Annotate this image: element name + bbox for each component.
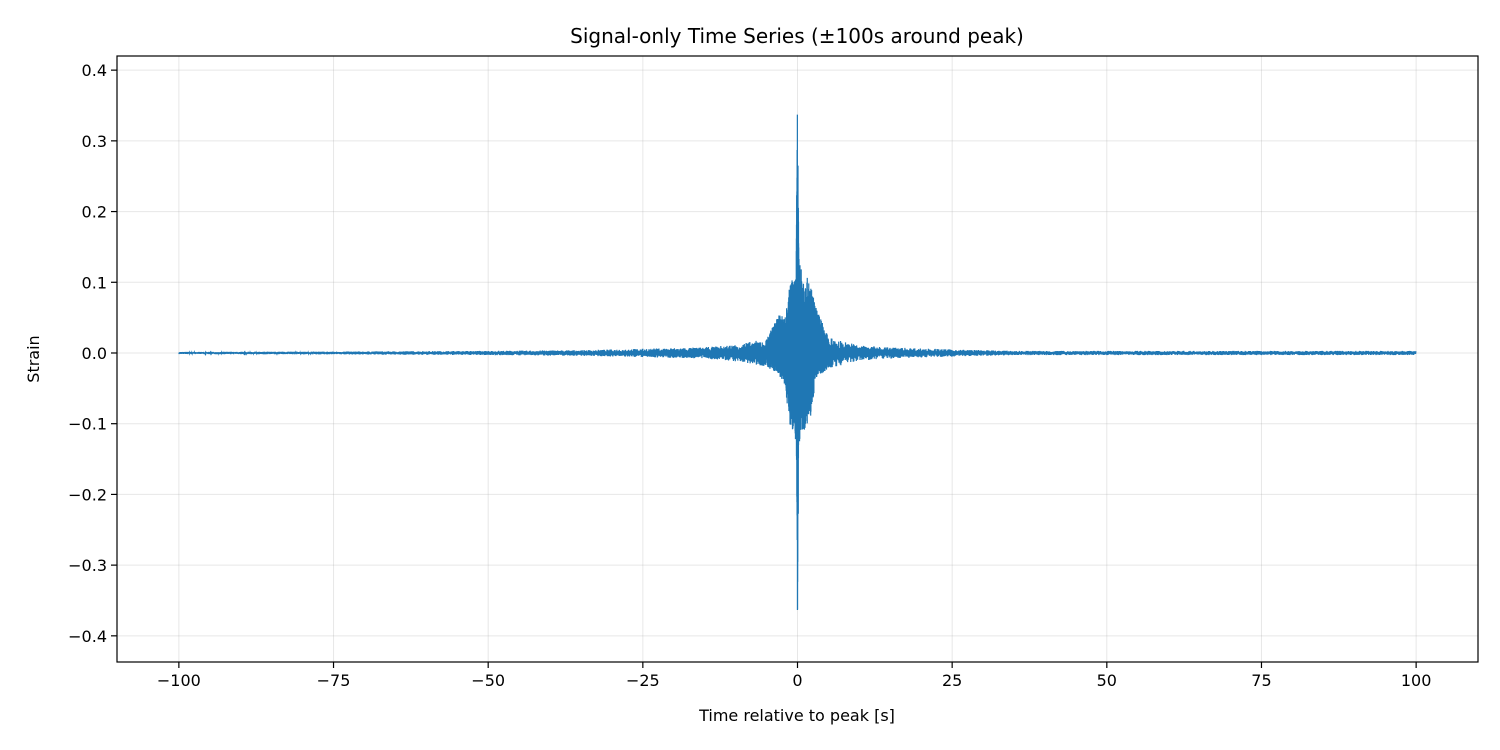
x-tick-label: 25 [942, 671, 962, 690]
y-axis: −0.4 −0.3 −0.2 −0.1 0.0 0.1 0.2 0.3 0.4 [68, 61, 117, 646]
x-tick-label: 100 [1401, 671, 1432, 690]
y-tick-label: −0.4 [68, 627, 107, 646]
series-line-strain [178, 114, 1417, 611]
y-axis-label: Strain [24, 335, 43, 382]
x-tick-label: 75 [1251, 671, 1271, 690]
y-tick-label: 0.3 [82, 132, 107, 151]
y-tick-label: 0.1 [82, 273, 107, 292]
y-tick-label: −0.1 [68, 415, 107, 434]
x-axis-label: Time relative to peak [s] [698, 706, 895, 725]
y-tick-label: 0.2 [82, 203, 107, 222]
x-tick-label: −50 [471, 671, 505, 690]
y-tick-label: −0.2 [68, 485, 107, 504]
x-tick-label: −75 [317, 671, 351, 690]
x-tick-label: −100 [157, 671, 201, 690]
x-tick-label: −25 [626, 671, 660, 690]
plot-area [178, 114, 1417, 611]
chart-title: Signal-only Time Series (±100s around pe… [570, 24, 1024, 48]
y-tick-label: −0.3 [68, 556, 107, 575]
x-tick-label: 0 [792, 671, 802, 690]
y-tick-label: 0.0 [82, 344, 107, 363]
x-tick-label: 50 [1097, 671, 1117, 690]
y-tick-label: 0.4 [82, 61, 107, 80]
x-axis: −100 −75 −50 −25 0 25 50 75 100 [157, 662, 1432, 690]
